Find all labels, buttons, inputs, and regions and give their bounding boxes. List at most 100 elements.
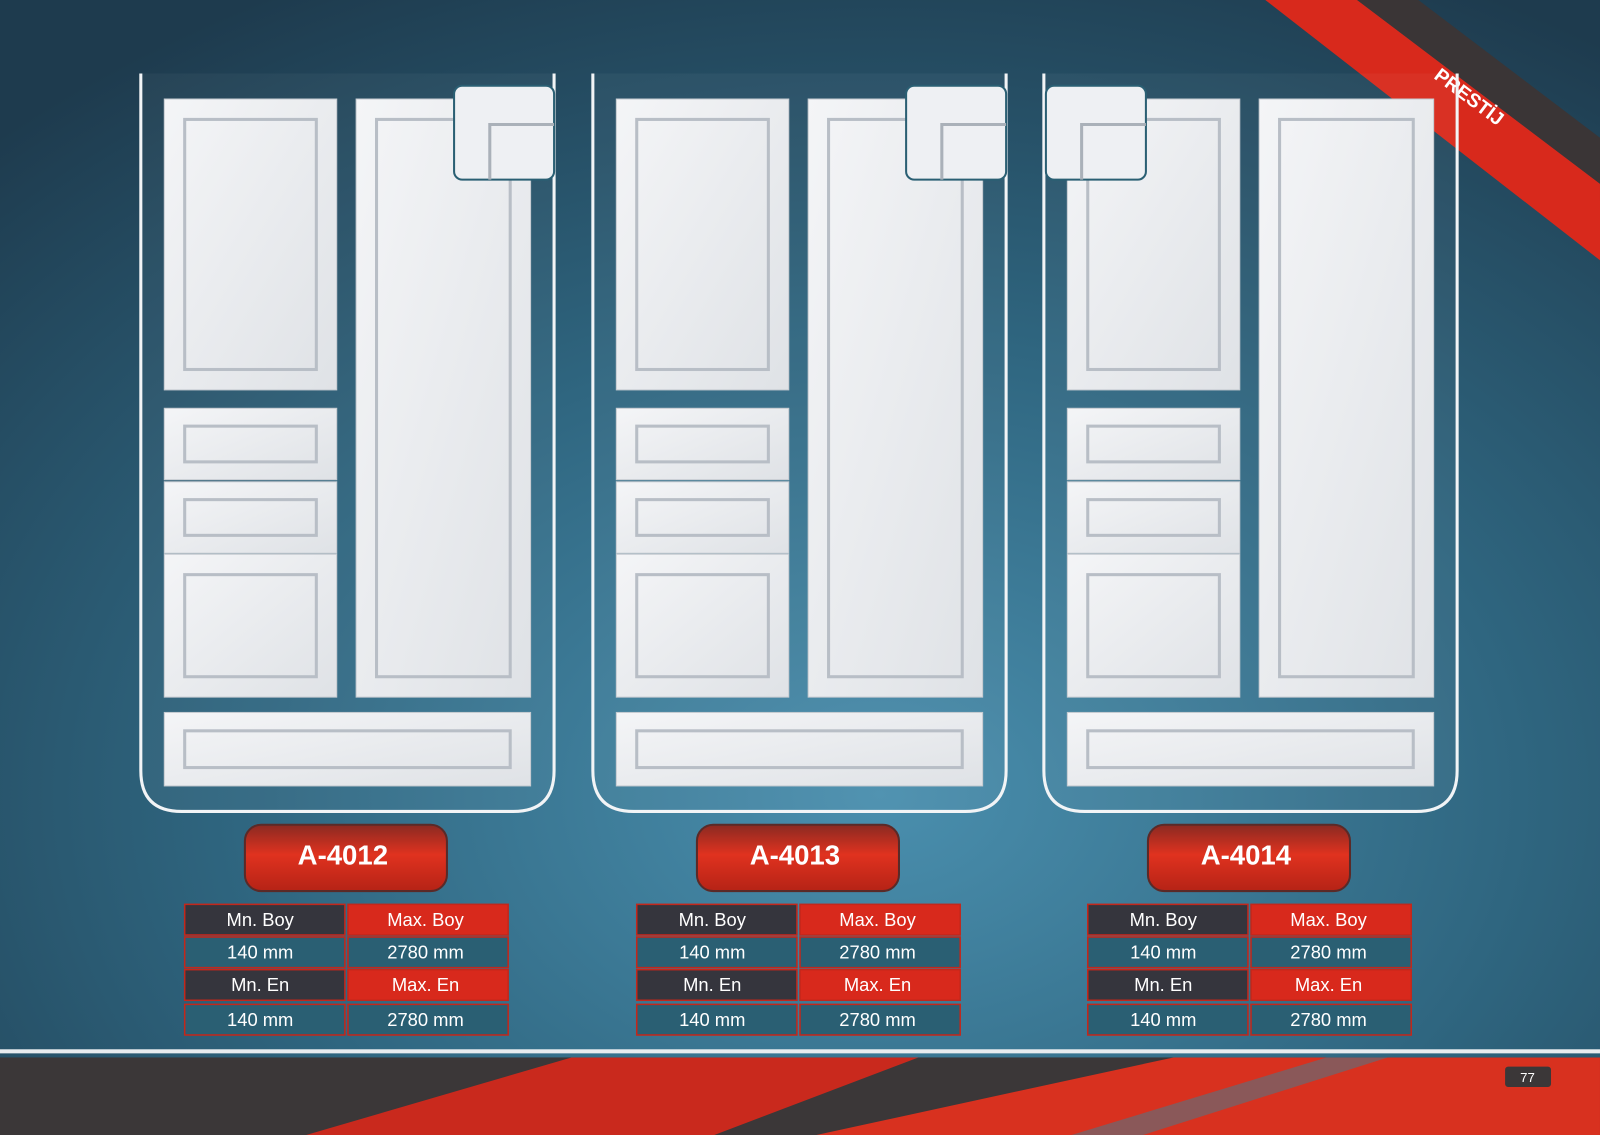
spec-cell [183, 903, 346, 936]
spec-text: 140 mm [679, 941, 745, 962]
spec-text: 140 mm [1130, 1009, 1196, 1030]
door-panel [163, 481, 338, 554]
door-panel [807, 98, 984, 698]
door-inset [1086, 498, 1221, 537]
spec-cell [799, 936, 961, 969]
door-panel [355, 98, 532, 698]
door-inset [635, 498, 770, 537]
page-number-box [1503, 1064, 1554, 1090]
code-pill [695, 823, 900, 893]
spec-cell [183, 1003, 346, 1036]
spec-cell [347, 968, 509, 1002]
spec-cell [1250, 903, 1412, 936]
door-panel [615, 407, 790, 481]
spec-text: 2780 mm [839, 1009, 916, 1030]
door-panel [1066, 711, 1435, 787]
spec-cell [347, 936, 509, 969]
spec-cell [347, 1003, 509, 1036]
spec-text: 2780 mm [387, 1009, 464, 1030]
corner-detail [1044, 84, 1147, 181]
door-panel [615, 481, 790, 554]
spec-cell [183, 936, 346, 969]
spec-cell [799, 1003, 961, 1036]
door-inset [1086, 729, 1415, 770]
code-pill [1146, 823, 1352, 893]
door-panel [163, 98, 338, 391]
spec-text: 140 mm [1130, 941, 1196, 962]
spec-cell [1250, 1003, 1412, 1036]
footer-line [0, 1049, 1600, 1054]
spec-cell [1250, 936, 1412, 969]
product-code: A-4013 [750, 840, 840, 871]
door-inset [374, 117, 512, 679]
spec-text: Max. Boy [839, 909, 916, 930]
door-panel [615, 553, 790, 698]
page-number: 77 [1520, 1070, 1535, 1085]
product: A-4013 Mn. Boy Max. Boy 140 mm 2780 mm Mn. En… [591, 73, 1008, 1036]
spec-text: 2780 mm [1290, 1009, 1367, 1030]
door-panel [1066, 407, 1241, 481]
spec-text: Mn. En [683, 974, 741, 995]
spec-text: Mn. En [231, 974, 289, 995]
spec-cell [799, 903, 961, 936]
spec-text: 2780 mm [1290, 941, 1367, 962]
door-panel [1066, 553, 1241, 698]
corner-detail-line [940, 122, 1007, 180]
door-inset [635, 729, 964, 770]
spec-text: Max. Boy [1290, 909, 1367, 930]
door-panel [1258, 98, 1435, 698]
footer-stripe [306, 1057, 919, 1135]
spec-text: 140 mm [227, 1009, 293, 1030]
spec-cell [1086, 1003, 1249, 1036]
door-inset [183, 573, 318, 679]
door-inset [827, 117, 964, 679]
corner-detail-line [1080, 122, 1146, 180]
door-inset [635, 117, 770, 372]
door-inset [183, 498, 318, 537]
brand-ribbon-dark [1357, 0, 1600, 184]
door-inset [1086, 117, 1221, 372]
spec-cell [635, 968, 798, 1002]
spec-cell [1250, 968, 1412, 1002]
product: A-4014 Mn. Boy Max. Boy 140 mm 2780 mm Mn. En… [1042, 73, 1459, 1036]
spec-cell [799, 968, 961, 1002]
door-inset [183, 117, 318, 372]
spec-text: Mn. Boy [227, 909, 295, 930]
spec-cell [635, 936, 798, 969]
spec-cell [183, 968, 346, 1002]
spec-text: 2780 mm [387, 941, 464, 962]
door-inset [183, 424, 318, 464]
spec-text: Max. En [1295, 974, 1362, 995]
door-panel [615, 711, 984, 787]
corner-detail [905, 84, 1008, 181]
spec-text: Max. En [844, 974, 911, 995]
code-pill [243, 823, 448, 893]
product-code: A-4014 [1201, 840, 1292, 871]
door-panel [1066, 481, 1241, 554]
product-code: A-4012 [298, 840, 388, 871]
spec-text: Mn. Boy [679, 909, 747, 930]
door-inset [635, 424, 770, 464]
door-inset [1278, 117, 1415, 679]
spec-text: 140 mm [227, 941, 293, 962]
footer-stripe [1071, 1057, 1388, 1135]
spec-text: Max. En [392, 974, 459, 995]
spec-cell [1086, 903, 1249, 936]
spec-text: Mn. Boy [1130, 909, 1198, 930]
spec-text: Mn. En [1134, 974, 1192, 995]
brand-ribbon [1265, 0, 1600, 261]
spec-text: 140 mm [679, 1009, 745, 1030]
corner-detail [453, 84, 556, 181]
door-inset [635, 573, 770, 679]
spec-cell [635, 903, 798, 936]
spec-cell [1086, 936, 1249, 969]
door-inset [1086, 573, 1221, 679]
door-panel [163, 711, 532, 787]
spec-cell [635, 1003, 798, 1036]
door-panel [163, 407, 338, 481]
corner-detail-line [488, 122, 555, 180]
spec-cell [1086, 968, 1249, 1002]
